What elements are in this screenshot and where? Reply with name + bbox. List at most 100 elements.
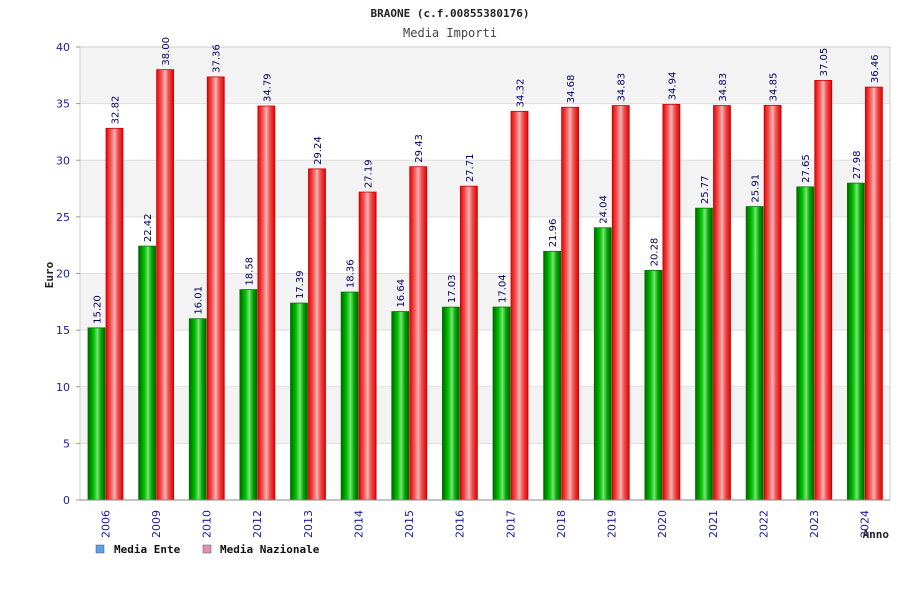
- bar-media-nazionale: [561, 106, 580, 501]
- bar-series: 15.20 32.82 22.42 38.00 16.01 37.36 18.58 34.79…: [87, 37, 883, 501]
- data-label: 27.65: [801, 154, 812, 183]
- y-tick-label: 10: [56, 381, 70, 394]
- data-label: 27.98: [852, 150, 863, 179]
- data-label: 16.01: [194, 286, 205, 315]
- bar-media-nazionale: [409, 166, 428, 501]
- chart-subtitle: Media Importi: [403, 26, 497, 40]
- y-tick-label: 5: [63, 437, 70, 450]
- bar-media-ente: [695, 207, 713, 501]
- x-tick-label: 2013: [302, 510, 315, 538]
- bar-media-ente: [492, 306, 511, 501]
- bar-media-ente: [87, 327, 106, 501]
- x-tick-label: 2010: [201, 510, 214, 538]
- data-label: 16.64: [396, 279, 407, 308]
- x-tick-label: 2024: [859, 510, 872, 538]
- data-label: 34.79: [262, 73, 273, 102]
- bar-media-nazionale: [308, 168, 326, 501]
- y-tick-label: 20: [56, 268, 70, 281]
- bar-media-nazionale: [257, 105, 276, 501]
- bar-media-nazionale: [358, 191, 377, 501]
- chart-title: BRAONE (c.f.00855380176): [371, 7, 530, 20]
- x-tick-label: 2021: [707, 510, 720, 538]
- bar-media-ente: [796, 186, 815, 501]
- data-label: 27.19: [364, 159, 375, 188]
- x-tick-label: 2018: [555, 510, 568, 538]
- bar-media-ente: [644, 269, 663, 501]
- x-tick-label: 2012: [251, 510, 264, 538]
- data-label: 24.04: [599, 195, 610, 224]
- data-label: 34.83: [718, 73, 729, 102]
- data-label: 17.04: [498, 274, 509, 303]
- y-tick-label: 30: [56, 154, 70, 167]
- bar-media-ente: [543, 250, 562, 501]
- data-label: 34.68: [566, 75, 577, 104]
- x-tick-label: 2023: [808, 510, 821, 538]
- data-label: 15.20: [93, 295, 104, 324]
- data-label: 22.42: [143, 213, 154, 242]
- bar-media-nazionale: [763, 104, 782, 501]
- y-axis-ticks: 0 5 10 15 20 25 30 35 40: [56, 41, 80, 507]
- bar-media-ente: [239, 289, 258, 501]
- y-tick-label: 40: [56, 41, 70, 54]
- x-tick-label: 2009: [150, 510, 163, 538]
- x-tick-label: 2016: [454, 510, 467, 538]
- legend-label-nazionale: Media Nazionale: [220, 543, 320, 556]
- data-label: 29.43: [414, 134, 425, 163]
- y-tick-label: 25: [56, 211, 70, 224]
- data-label: 32.82: [111, 96, 122, 125]
- data-label: 20.28: [649, 238, 660, 267]
- data-label: 17.03: [447, 274, 458, 303]
- bar-media-ente: [138, 245, 157, 501]
- data-label: 34.83: [617, 73, 628, 102]
- legend-label-ente: Media Ente: [114, 543, 181, 556]
- bar-media-nazionale: [814, 80, 833, 501]
- data-label: 38.00: [161, 37, 172, 66]
- bar-media-ente: [188, 318, 207, 501]
- x-tick-label: 2006: [99, 510, 112, 538]
- x-tick-label: 2019: [606, 510, 619, 538]
- x-axis-ticks: 2006 2009 2010 2012 2013 2014 2015 2016 2017 2018…: [80, 499, 890, 538]
- data-label: 18.58: [244, 257, 255, 286]
- bar-media-nazionale: [662, 103, 681, 501]
- legend-swatch-ente: [95, 544, 105, 554]
- bar-media-nazionale: [156, 69, 175, 501]
- data-label: 36.46: [870, 54, 881, 83]
- data-label: 34.32: [516, 79, 527, 108]
- data-label: 37.05: [819, 48, 830, 77]
- data-label: 21.96: [548, 219, 559, 248]
- bar-media-nazionale: [510, 110, 529, 501]
- y-tick-label: 0: [63, 494, 70, 507]
- bar-media-nazionale: [864, 86, 883, 501]
- data-label: 25.91: [751, 174, 762, 203]
- data-label: 37.36: [212, 44, 223, 73]
- bar-media-nazionale: [459, 185, 478, 501]
- bar-media-ente: [391, 311, 410, 501]
- x-tick-label: 2014: [352, 510, 365, 538]
- data-label: 29.24: [313, 136, 324, 165]
- data-label: 25.77: [700, 176, 711, 205]
- x-tick-label: 2015: [403, 510, 416, 538]
- bar-media-nazionale: [206, 76, 225, 501]
- data-label: 34.85: [769, 73, 780, 102]
- bar-media-ente: [745, 206, 764, 501]
- data-label: 34.94: [667, 72, 678, 101]
- x-tick-label: 2022: [757, 510, 770, 538]
- legend: Media Ente Media Nazionale: [95, 543, 320, 556]
- bar-media-ente: [846, 182, 865, 501]
- bar-media-nazionale: [105, 127, 124, 501]
- x-tick-label: 2020: [656, 510, 669, 538]
- x-tick-label: 2017: [504, 510, 517, 538]
- bar-media-ente: [593, 227, 612, 501]
- y-tick-label: 15: [56, 324, 70, 337]
- data-label: 27.71: [465, 154, 476, 183]
- bar-media-nazionale: [713, 105, 731, 501]
- y-tick-label: 35: [56, 98, 70, 111]
- bar-media-nazionale: [611, 105, 630, 501]
- bar-media-ente: [290, 302, 308, 501]
- x-axis-label: Anno: [863, 528, 890, 541]
- bar-media-ente: [340, 291, 359, 501]
- data-label: 17.39: [295, 270, 306, 299]
- legend-swatch-nazionale: [202, 544, 212, 554]
- data-label: 18.36: [346, 259, 357, 288]
